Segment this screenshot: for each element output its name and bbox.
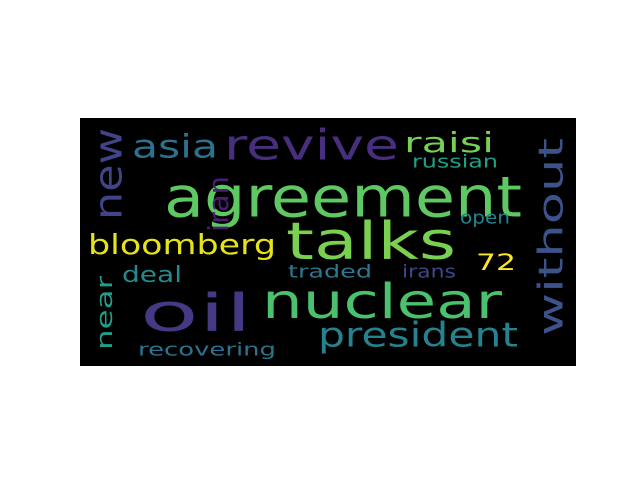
word-deal: deal	[122, 261, 182, 288]
word-iran: iran	[202, 176, 236, 232]
word-raisi: raisi	[404, 126, 494, 160]
word-bloomberg: bloomberg	[88, 228, 276, 262]
word-new: new	[86, 128, 132, 220]
word-near: near	[91, 276, 118, 350]
word-revive: revive	[224, 121, 399, 171]
word-oil: oil	[140, 282, 252, 344]
word-traded: traded	[288, 261, 372, 283]
word-agreement: agreement	[164, 164, 522, 230]
word-recovering: recovering	[138, 339, 276, 361]
word-asia: asia	[132, 128, 218, 166]
word-cloud: agreement talks nuclear oil revive witho…	[80, 118, 576, 366]
word-nuclear: nuclear	[262, 273, 502, 330]
word-president: president	[318, 314, 518, 355]
word-talks: talks	[286, 210, 456, 272]
word-without: without	[530, 138, 571, 336]
word-irans: irans	[402, 261, 456, 283]
word-open: open	[460, 207, 510, 229]
word-russian: russian	[412, 151, 498, 173]
word-72: 72	[476, 249, 516, 276]
